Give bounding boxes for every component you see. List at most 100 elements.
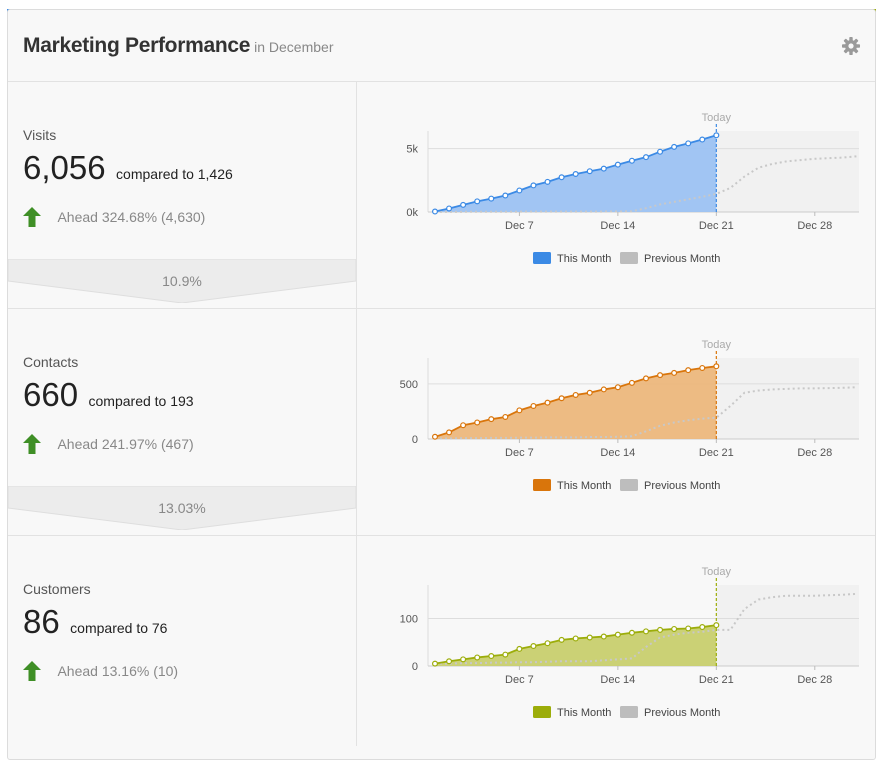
card-header: Marketing Performance in December [8, 17, 875, 82]
x-tick-label: Dec 14 [600, 447, 635, 459]
this-month-point [488, 195, 495, 202]
conversion-rate: 10.9% [162, 273, 202, 289]
legend-label-previous-month: Previous Month [644, 480, 720, 492]
page-title: Marketing Performance in December [23, 34, 334, 58]
metric-compare: compared to 1,426 [116, 166, 233, 182]
this-month-point [516, 645, 523, 652]
this-month-point [628, 379, 635, 386]
this-month-point [586, 634, 593, 641]
y-tick-label: 100 [400, 614, 418, 626]
this-month-point [657, 626, 664, 633]
x-tick-label: Dec 28 [797, 674, 832, 686]
this-month-point [502, 192, 509, 199]
this-month-point [614, 384, 621, 391]
legend-swatch-this-month [533, 479, 551, 491]
ahead-row: Ahead 324.68% (4,630) [23, 207, 205, 227]
legend-label-this-month: This Month [557, 707, 611, 719]
metric-row: 86 compared to 76 [23, 603, 167, 641]
up-arrow-icon [23, 661, 41, 681]
this-month-point [657, 148, 664, 155]
y-tick-label: 0 [412, 661, 418, 673]
metric-panel: Contacts 660 compared to 193 Ahead 241.9… [8, 308, 357, 535]
up-arrow-icon [23, 207, 41, 227]
this-month-point [600, 386, 607, 393]
x-tick-label: Dec 7 [505, 674, 534, 686]
visits-chart: 0k 5k Dec 7 Dec 14 Dec 21 Dec 28 Today This Mon… [406, 112, 859, 265]
this-month-point [600, 633, 607, 640]
this-month-point [516, 407, 523, 414]
up-arrow-icon [23, 434, 41, 454]
this-month-point [685, 140, 692, 147]
y-tick-label: 500 [400, 379, 418, 391]
section-customers: Customers 86 compared to 76 Ahead 13.16%… [8, 535, 875, 759]
this-month-point [572, 170, 579, 177]
this-month-point [713, 622, 720, 629]
this-month-point [699, 136, 706, 143]
metric-name: Contacts [23, 354, 79, 370]
this-month-point [460, 201, 467, 208]
this-month-point [474, 419, 481, 426]
this-month-point [657, 372, 664, 379]
legend-swatch-this-month [533, 252, 551, 264]
x-tick-label: Dec 14 [600, 674, 635, 686]
funnel-arrow [8, 259, 356, 303]
this-month-point [628, 157, 635, 164]
this-month-point [431, 208, 438, 215]
legend-label-previous-month: Previous Month [644, 707, 720, 719]
ahead-text: Ahead 324.68% (4,630) [57, 209, 206, 225]
legend-swatch-previous-month [620, 706, 638, 718]
this-month-point [572, 635, 579, 642]
this-month-area [435, 366, 717, 439]
legend-swatch-previous-month [620, 252, 638, 264]
this-month-point [431, 433, 438, 440]
this-month-point [628, 629, 635, 636]
future-zone [716, 585, 859, 666]
this-month-point [600, 165, 607, 172]
metric-row: 6,056 compared to 1,426 [23, 149, 233, 187]
this-month-point [671, 143, 678, 150]
conversion-rate: 13.03% [158, 500, 206, 516]
this-month-point [530, 402, 537, 409]
this-month-point [685, 367, 692, 374]
previous-month-line [435, 155, 858, 213]
funnel-arrow [8, 486, 356, 530]
section-contacts: Contacts 660 compared to 193 Ahead 241.9… [8, 308, 875, 536]
metric-row: 660 compared to 193 [23, 376, 194, 414]
previous-month-line [435, 592, 858, 665]
x-tick-label: Dec 7 [505, 220, 534, 232]
this-month-point [460, 656, 467, 663]
this-month-point [558, 636, 565, 643]
this-month-point [713, 363, 720, 370]
metric-panel: Customers 86 compared to 76 Ahead 13.16%… [8, 535, 357, 746]
this-month-point [431, 660, 438, 667]
this-month-point [446, 429, 453, 436]
ahead-text: Ahead 241.97% (467) [57, 436, 194, 452]
metric-panel: Visits 6,056 compared to 1,426 Ahead 324… [8, 81, 357, 308]
future-zone [716, 358, 859, 439]
today-label: Today [702, 339, 732, 351]
x-tick-label: Dec 21 [699, 674, 734, 686]
this-month-point [530, 643, 537, 650]
metric-name: Visits [23, 127, 57, 143]
metric-compare: compared to 76 [70, 620, 168, 636]
this-month-point [488, 416, 495, 423]
metric-value: 6,056 [23, 149, 106, 186]
this-month-point [446, 205, 453, 212]
this-month-point [516, 187, 523, 194]
contacts-chart: 0 500 Dec 7 Dec 14 Dec 21 Dec 28 Today This Mon… [400, 339, 859, 492]
metric-value: 86 [23, 603, 60, 640]
gear-icon[interactable] [841, 36, 861, 56]
this-month-point [614, 631, 621, 638]
this-month-point [474, 198, 481, 205]
x-tick-label: Dec 21 [699, 447, 734, 459]
legend-swatch-this-month [533, 706, 551, 718]
this-month-point [488, 653, 495, 660]
this-month-point [713, 132, 720, 139]
previous-month-line [435, 386, 858, 440]
this-month-point [699, 364, 706, 371]
this-month-point [586, 168, 593, 175]
this-month-point [671, 625, 678, 632]
x-tick-label: Dec 21 [699, 220, 734, 232]
x-tick-label: Dec 28 [797, 447, 832, 459]
y-tick-label: 5k [406, 144, 418, 156]
